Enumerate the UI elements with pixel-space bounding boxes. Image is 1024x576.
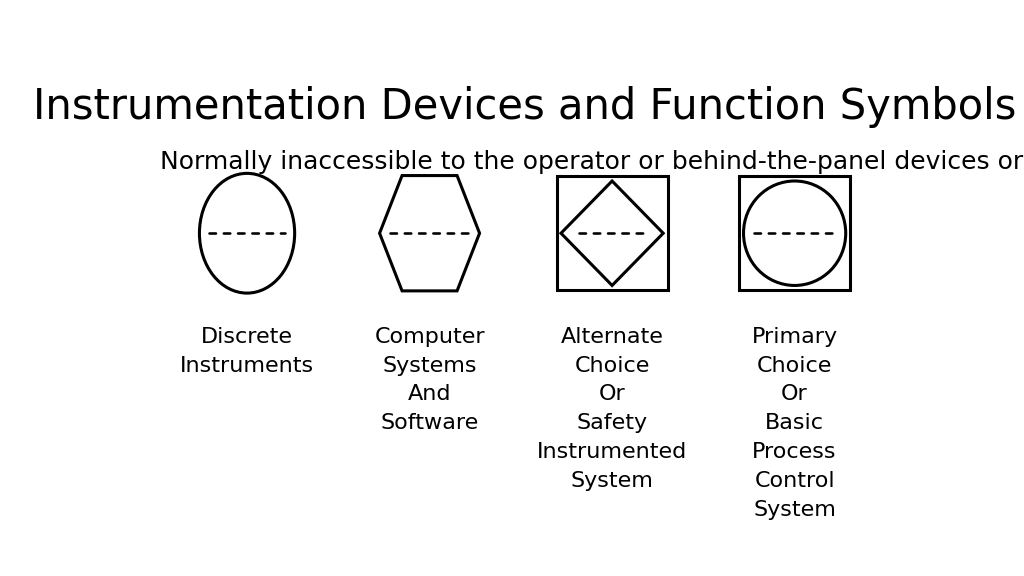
Bar (739, 176, 850, 290)
Text: Discrete
Instruments: Discrete Instruments (180, 327, 314, 376)
Text: Alternate
Choice
Or
Safety
Instrumented
System: Alternate Choice Or Safety Instrumented … (537, 327, 687, 491)
Text: Instrumentation Devices and Function Symbols: Instrumentation Devices and Function Sym… (33, 86, 1017, 128)
Text: Computer
Systems
And
Software: Computer Systems And Software (374, 327, 485, 433)
Text: Primary
Choice
Or
Basic
Process
Control
System: Primary Choice Or Basic Process Control … (752, 327, 838, 520)
Text: Normally inaccessible to the operator or behind-the-panel devices or functions: Normally inaccessible to the operator or… (160, 150, 1024, 175)
Bar (557, 176, 668, 290)
